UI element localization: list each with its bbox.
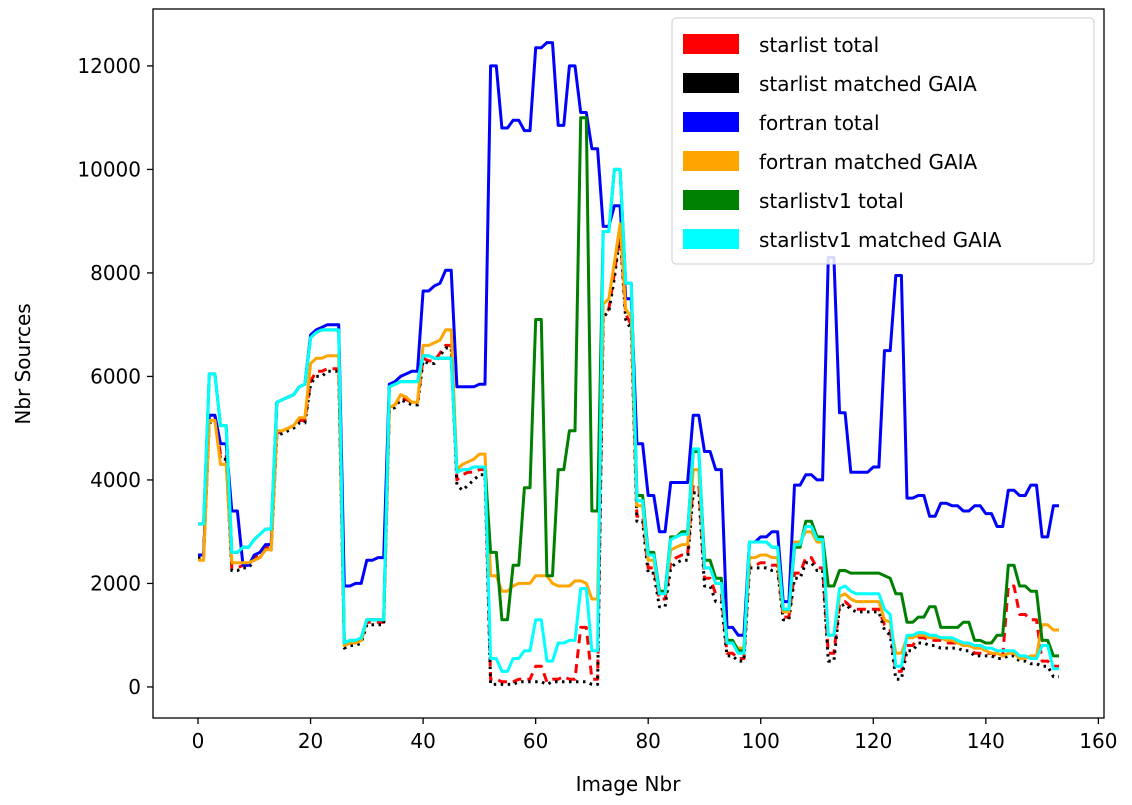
legend-label-starlistv1-matched-gaia: starlistv1 matched GAIA: [759, 228, 1002, 252]
legend-swatch-starlistv1-total: [683, 190, 739, 210]
x-tick-label: 140: [967, 729, 1005, 753]
legend-swatch-fortran-total: [683, 112, 739, 132]
legend-swatch-starlistv1-matched-gaia: [683, 229, 739, 249]
y-tick-label: 2000: [90, 571, 141, 595]
legend-swatch-starlist-matched-gaia: [683, 73, 739, 93]
legend-label-fortran-matched-gaia: fortran matched GAIA: [759, 150, 978, 174]
legend-items: starlist total starlist matched GAIA fortr…: [683, 33, 1002, 252]
x-tick-label: 80: [635, 729, 660, 753]
series-line-starlist-total: [198, 230, 1059, 684]
series-line-starlistv1-matched-gaia: [198, 167, 1059, 673]
y-tick-label: 6000: [90, 364, 141, 388]
y-tick-label: 12000: [77, 54, 141, 78]
x-tick-label: 20: [298, 729, 323, 753]
x-tick-label: 160: [1079, 729, 1117, 753]
legend-label-starlist-matched-gaia: starlist matched GAIA: [759, 72, 977, 96]
legend-label-fortran-total: fortran total: [759, 111, 880, 135]
legend-swatch-fortran-matched-gaia: [683, 151, 739, 171]
y-tick-label: 0: [128, 675, 141, 699]
x-axis-label: Image Nbr: [576, 772, 682, 796]
x-tick-label: 0: [192, 729, 205, 753]
y-axis: 0 2000 4000 6000 8000 10000 12000: [77, 54, 153, 699]
legend-label-starlist-total: starlist total: [759, 33, 879, 57]
x-tick-label: 100: [742, 729, 780, 753]
y-tick-label: 4000: [90, 468, 141, 492]
x-tick-label: 120: [854, 729, 892, 753]
x-tick-label: 60: [523, 729, 548, 753]
legend-box: [671, 17, 1095, 265]
y-axis-label: Nbr Sources: [11, 303, 35, 424]
y-tick-label: 10000: [77, 157, 141, 181]
x-axis: 0 20 40 60 80 100 120 140 160: [192, 718, 1117, 753]
legend: starlist total starlist matched GAIA fortr…: [671, 17, 1095, 265]
legend-swatch-starlist-total: [683, 34, 739, 54]
series-layer: [198, 41, 1059, 686]
x-tick-label: 40: [410, 729, 435, 753]
y-tick-label: 8000: [90, 261, 141, 285]
legend-label-starlistv1-total: starlistv1 total: [759, 189, 904, 213]
plot-frame: [152, 8, 1105, 719]
